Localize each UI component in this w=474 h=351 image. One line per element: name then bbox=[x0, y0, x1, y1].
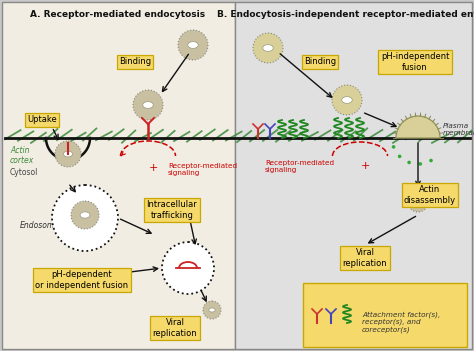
Circle shape bbox=[133, 90, 163, 120]
Text: Plasma
membrane: Plasma membrane bbox=[443, 123, 474, 136]
Text: Binding: Binding bbox=[119, 58, 151, 66]
Circle shape bbox=[71, 201, 99, 229]
Circle shape bbox=[178, 30, 208, 60]
Circle shape bbox=[55, 141, 81, 167]
Text: Uptake: Uptake bbox=[27, 115, 57, 125]
Ellipse shape bbox=[414, 200, 421, 204]
Ellipse shape bbox=[209, 308, 215, 312]
Circle shape bbox=[203, 301, 221, 319]
Text: Cytosol: Cytosol bbox=[10, 168, 38, 177]
Text: +: + bbox=[360, 161, 370, 171]
Bar bbox=[235, 2, 472, 349]
Circle shape bbox=[253, 33, 283, 63]
Ellipse shape bbox=[263, 45, 273, 51]
Circle shape bbox=[429, 159, 433, 162]
Bar bbox=[2, 2, 235, 349]
Ellipse shape bbox=[188, 42, 198, 48]
Text: +: + bbox=[148, 163, 158, 173]
Text: Actin
disassembly: Actin disassembly bbox=[404, 185, 456, 205]
Text: Endosome: Endosome bbox=[20, 220, 60, 230]
Circle shape bbox=[419, 162, 422, 166]
Text: pH-dependent
or independent fusion: pH-dependent or independent fusion bbox=[36, 270, 128, 290]
Ellipse shape bbox=[143, 102, 153, 108]
Circle shape bbox=[407, 161, 411, 164]
Circle shape bbox=[332, 85, 362, 115]
Circle shape bbox=[392, 145, 395, 149]
Text: pH-independent
fusion: pH-independent fusion bbox=[381, 52, 449, 72]
Circle shape bbox=[162, 242, 214, 294]
Text: Receptor-mediated
signaling: Receptor-mediated signaling bbox=[168, 163, 237, 176]
Circle shape bbox=[52, 185, 118, 251]
Ellipse shape bbox=[64, 151, 73, 157]
Text: Binding: Binding bbox=[304, 58, 336, 66]
Text: Intracellular
trafficking: Intracellular trafficking bbox=[146, 200, 197, 220]
Ellipse shape bbox=[342, 97, 352, 104]
Ellipse shape bbox=[80, 212, 90, 218]
Text: B. Endocytosis-independent receptor-mediated entry: B. Endocytosis-independent receptor-medi… bbox=[218, 10, 474, 19]
Text: Viral
replication: Viral replication bbox=[153, 318, 197, 338]
Circle shape bbox=[398, 154, 401, 158]
Text: Viral
replication: Viral replication bbox=[343, 248, 387, 268]
Text: Actin
cortex: Actin cortex bbox=[10, 146, 34, 165]
Circle shape bbox=[408, 192, 428, 212]
Text: Receptor-mediated
signaling: Receptor-mediated signaling bbox=[265, 160, 334, 173]
Text: A. Receptor-mediated endocytosis: A. Receptor-mediated endocytosis bbox=[30, 10, 206, 19]
Wedge shape bbox=[396, 116, 440, 138]
Text: Attachment factor(s),
receptor(s), and
coreceptor(s): Attachment factor(s), receptor(s), and c… bbox=[362, 311, 440, 333]
FancyBboxPatch shape bbox=[303, 283, 467, 347]
